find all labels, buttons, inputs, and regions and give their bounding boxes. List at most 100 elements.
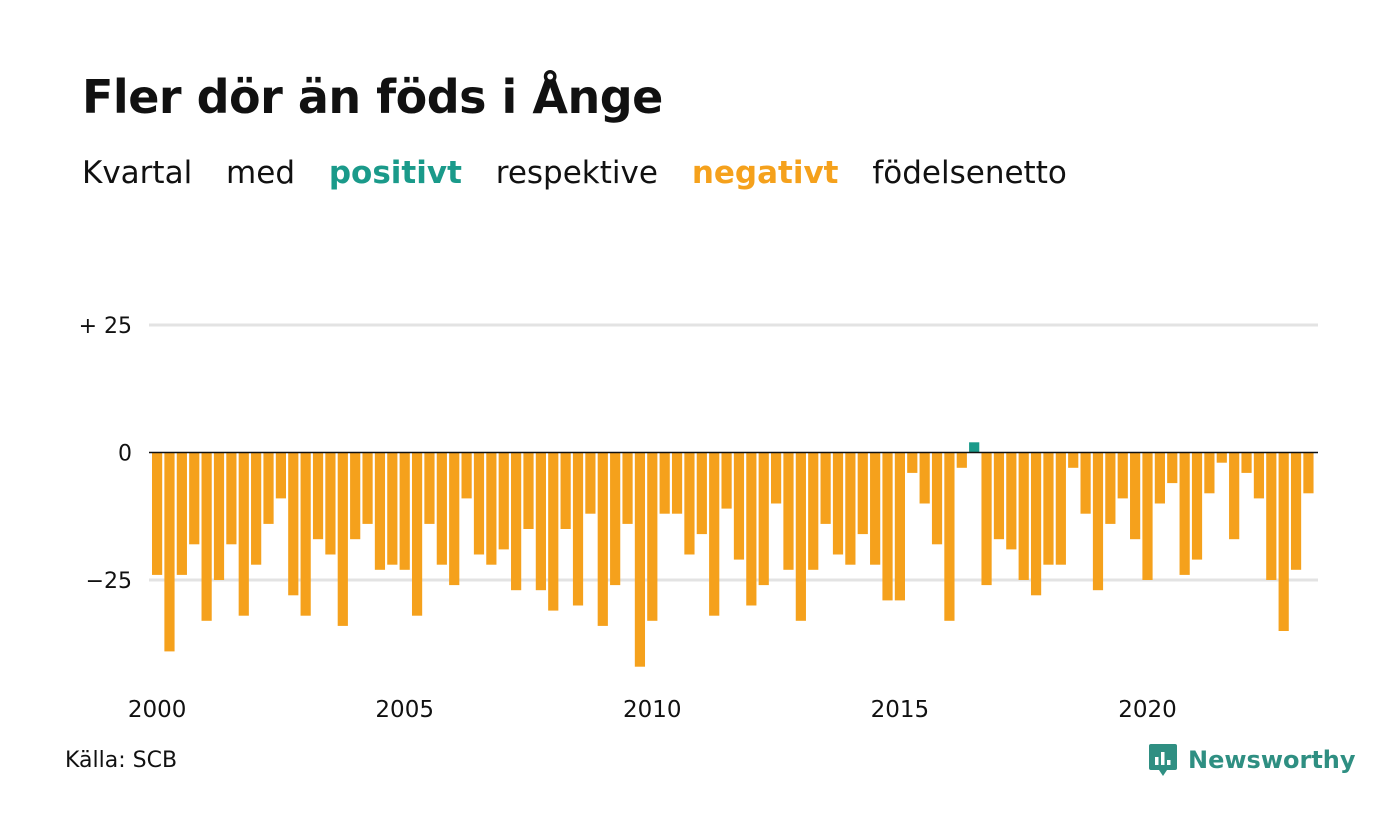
bar-negative [176,452,187,575]
bar-negative [1290,452,1302,570]
bar-negative [238,452,249,616]
bar-negative [907,452,918,473]
bar-negative [374,452,386,570]
bar-negative [870,452,881,565]
bar-negative [733,452,745,560]
bar-negative [1068,452,1079,468]
bar-negative [1030,452,1042,596]
bar-negative [1253,452,1265,499]
bar-negative [325,452,336,555]
bar-negative [523,452,534,529]
bar-negative [585,452,596,514]
bar-negative [411,452,423,616]
bar-negative [795,452,806,621]
bar-negative [597,452,608,626]
y-tick-label: −25 [86,569,132,594]
x-tick-label: 2015 [871,697,930,723]
bar-negative [684,452,695,555]
subtitle-word: respektive [495,155,658,191]
bar-negative [622,452,633,524]
bar-negative [1142,452,1153,580]
chart-title: Fler dör än föds i Ånge [82,70,663,124]
bar-negative [771,452,782,504]
x-tick-label: 2010 [623,697,682,723]
bar-negative [1179,452,1190,575]
bar-negative [152,452,163,575]
bar-negative [1043,452,1054,565]
bar-negative [189,452,200,545]
subtitle-word: med [226,155,295,191]
bar-negative [931,452,943,545]
bar-negative [226,452,237,545]
subtitle-positive-label: positivt [328,155,462,191]
subtitle-word: födelsenetto [872,155,1067,191]
bar-negative [312,452,324,540]
bar-negative [919,452,930,504]
bar-negative [1006,452,1017,550]
bar-negative [548,452,559,611]
bar-negative [572,452,584,606]
bar-negative [1055,452,1066,565]
bar-negative [275,452,286,499]
bar-negative [1154,452,1165,504]
y-tick-label: 0 [118,442,132,467]
bar-negative [981,452,992,586]
bar-negative [1229,452,1240,540]
bar-negative [882,452,893,601]
bar-negative [399,452,410,570]
bar-negative [164,452,175,652]
bar-negative [362,452,373,524]
bar-negative [993,452,1005,540]
bar-negative [1278,452,1289,631]
bar-negative [758,452,769,586]
bar-negative [1216,452,1227,463]
bar-negative [610,452,621,586]
bar-negative [511,452,522,591]
newsworthy-logo-icon [1149,744,1177,776]
bar-negative [808,452,819,570]
bar-negative [709,452,720,616]
bar-negative [746,452,757,606]
bar-negative [634,452,646,667]
x-tick-label: 2000 [128,697,187,723]
bar-negative [213,452,225,580]
bar-negative [1080,452,1091,514]
bar-negative [1241,452,1252,473]
bar-negative [350,452,361,540]
bar-negative [721,452,732,509]
y-tick-label: + 25 [79,314,132,339]
bar-negative [1266,452,1277,580]
bar-negative [659,452,670,514]
bar-negative [560,452,571,529]
subtitle-word: Kvartal [82,155,193,191]
bar-negative [449,452,460,586]
subtitle-negative-label: negativt [691,155,839,191]
bar-negative [461,452,472,499]
bar-negative [337,452,348,626]
bar-negative [1303,452,1314,494]
bar-positive [969,442,980,453]
bar-negative [1191,452,1203,560]
bar-negative [436,452,447,565]
bar-negative [263,452,274,524]
bar-negative [424,452,435,524]
bar-negative [535,452,546,591]
bar-negative [857,452,868,535]
bar-negative [300,452,311,616]
source-note: Källa: SCB [65,748,178,773]
bar-negative [671,452,683,514]
bar-negative [251,452,262,565]
bar-negative [1167,452,1178,484]
bar-negative [288,452,299,596]
bar-negative [783,452,794,570]
bar-negative [894,452,905,601]
brand: Newsworthy [1148,742,1356,778]
bar-negative [201,452,212,621]
bar-negative [1092,452,1104,591]
bar-negative [1130,452,1141,540]
bar-negative [498,452,509,550]
bar-negative [944,452,955,621]
bar-negative [486,452,497,565]
bar-negative [832,452,844,555]
